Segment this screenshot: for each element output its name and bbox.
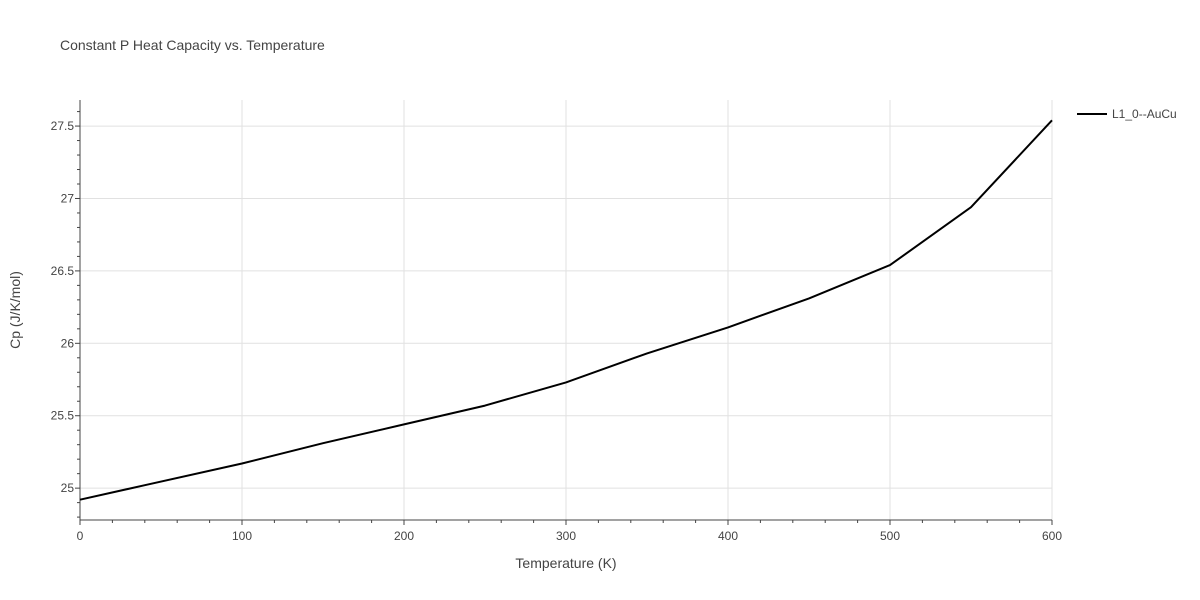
y-tick-label: 27 xyxy=(61,191,75,205)
series-layer xyxy=(79,119,1053,501)
x-axis-title: Temperature (K) xyxy=(515,555,616,571)
x-tick-label: 200 xyxy=(394,529,414,543)
x-tick-label: 600 xyxy=(1042,529,1062,543)
y-tick-label: 26 xyxy=(61,336,75,350)
axes xyxy=(75,100,1053,525)
legend-label[interactable]: L1_0--AuCu xyxy=(1112,107,1177,121)
tick-labels: 0 100 200 300 400 500 600 25 25.5 26 26.5 27 27.5 xyxy=(51,119,1063,543)
x-tick-label: 100 xyxy=(232,529,252,543)
y-tick-label: 25 xyxy=(61,481,75,495)
y-axis-title: Cp (J/K/mol) xyxy=(7,271,23,349)
x-tick-label: 0 xyxy=(77,529,84,543)
x-tick-label: 300 xyxy=(556,529,576,543)
y-tick-label: 25.5 xyxy=(51,409,75,423)
grid xyxy=(79,100,1053,520)
series-line xyxy=(79,119,1053,501)
y-tick-label: 27.5 xyxy=(51,119,75,133)
x-tick-label: 400 xyxy=(718,529,738,543)
y-tick-label: 26.5 xyxy=(51,264,75,278)
chart-title: Constant P Heat Capacity vs. Temperature xyxy=(60,37,325,53)
x-tick-label: 500 xyxy=(880,529,900,543)
legend[interactable]: L1_0--AuCu xyxy=(1077,107,1177,121)
